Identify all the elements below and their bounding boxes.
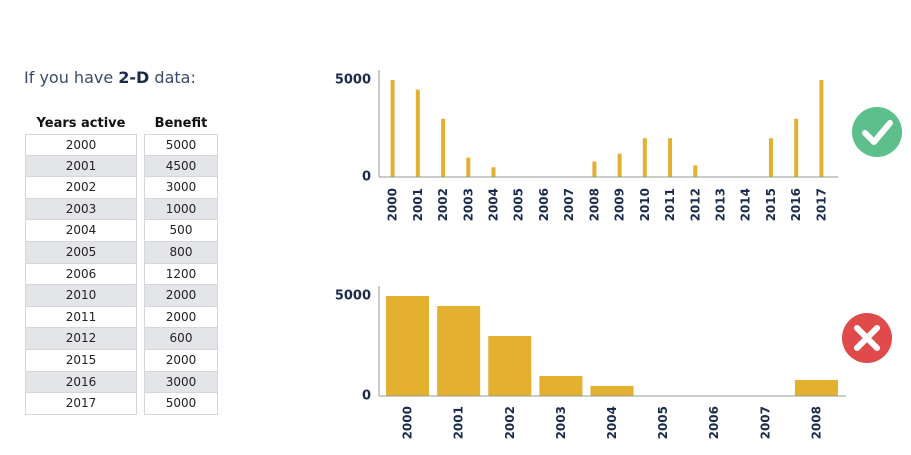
table-cell: 2012 <box>25 328 137 350</box>
bar <box>794 380 838 396</box>
bar <box>441 118 446 177</box>
x-tick-label: 2004 <box>487 188 501 221</box>
table-cell: 2017 <box>25 393 137 415</box>
x-tick-label: 2007 <box>758 406 772 439</box>
x-tick-label: 2005 <box>512 188 526 221</box>
column-header: Benefit <box>154 116 208 131</box>
x-tick-label: 2003 <box>461 188 475 221</box>
x-tick-label: 2000 <box>386 188 400 221</box>
table-cell: 2000 <box>144 349 218 372</box>
table-cell: 5000 <box>144 393 218 415</box>
bar <box>488 336 532 396</box>
table-cell: 2016 <box>25 371 137 394</box>
table-cell: 2006 <box>25 263 137 286</box>
x-tick-label: 2009 <box>613 188 627 221</box>
bar <box>466 157 471 177</box>
table-cell: 2002 <box>25 177 137 199</box>
bar <box>539 376 583 396</box>
table-cell: 2000 <box>144 306 218 329</box>
table-cell: 2010 <box>25 285 137 307</box>
x-tick-label: 2003 <box>554 406 568 439</box>
table-cell: 600 <box>144 328 218 350</box>
x-tick-label: 2006 <box>537 188 551 221</box>
table-cell: 2005 <box>25 241 137 264</box>
x-tick-label: 2001 <box>452 406 466 439</box>
x-tick-label: 2002 <box>503 406 517 439</box>
x-tick-label: 2017 <box>814 188 828 221</box>
table-cell: 2001 <box>25 155 137 178</box>
x-tick-label: 2010 <box>638 188 652 221</box>
bar <box>642 138 647 177</box>
x-tick-label: 2007 <box>562 188 576 221</box>
intro-text: If you have 2-D data: <box>24 68 196 87</box>
table-cell: 2004 <box>25 220 137 242</box>
intro-suffix: data: <box>149 68 196 87</box>
x-tick-label: 2004 <box>605 406 619 439</box>
bar <box>819 80 824 177</box>
x-tick-label: 2011 <box>663 188 677 221</box>
bar <box>437 306 481 396</box>
table-cell: 500 <box>144 220 218 242</box>
x-tick-label: 2002 <box>436 188 450 221</box>
bar <box>390 80 395 177</box>
intro-bold: 2-D <box>118 68 150 87</box>
x-tick-label: 2000 <box>401 406 415 439</box>
table-cell: 800 <box>144 241 218 264</box>
bar <box>590 386 634 396</box>
y-tick-label: 0 <box>362 170 371 185</box>
bar <box>592 161 597 177</box>
table-cell: 1000 <box>144 198 218 221</box>
bar <box>693 165 698 177</box>
table-cell: 3000 <box>144 177 218 199</box>
intro-prefix: If you have <box>24 68 119 87</box>
table-cell: 4500 <box>144 155 218 178</box>
table-cell: 1200 <box>144 263 218 286</box>
x-tick-label: 2016 <box>789 188 803 221</box>
benefit-column: Benefit 5000 4500 3000 1000 500 800 1200 2000 200… <box>144 114 218 415</box>
bar <box>768 138 773 177</box>
x-tick-label: 2014 <box>739 188 753 221</box>
table-cell: 2003 <box>25 198 137 221</box>
bar <box>491 167 496 177</box>
x-tick-label: 2015 <box>764 188 778 221</box>
x-tick-label: 2001 <box>411 188 425 221</box>
bar <box>415 89 420 177</box>
bar <box>617 153 622 177</box>
y-tick-label: 5000 <box>335 289 371 304</box>
checkmark-icon <box>852 107 902 157</box>
x-tick-label: 2013 <box>714 188 728 221</box>
x-tick-label: 2008 <box>587 188 601 221</box>
bar <box>668 138 673 177</box>
column-header: Years active <box>36 116 126 131</box>
table-cell: 2015 <box>25 349 137 372</box>
x-tick-label: 2005 <box>656 406 670 439</box>
y-tick-label: 5000 <box>335 73 371 88</box>
x-tick-label: 2008 <box>809 406 823 439</box>
bar <box>794 118 799 177</box>
years-column: Years active 2000 2001 2002 2003 2004 2005 2006… <box>25 114 137 415</box>
table-cell: 5000 <box>144 134 218 156</box>
table-cell: 2000 <box>144 285 218 307</box>
bar <box>386 296 430 396</box>
x-tick-label: 2012 <box>688 188 702 221</box>
table-cell: 3000 <box>144 371 218 394</box>
cross-icon <box>842 313 892 363</box>
y-tick-label: 0 <box>362 389 371 404</box>
table-cell: 2011 <box>25 306 137 329</box>
table-cell: 2000 <box>25 134 137 156</box>
x-tick-label: 2006 <box>707 406 721 439</box>
